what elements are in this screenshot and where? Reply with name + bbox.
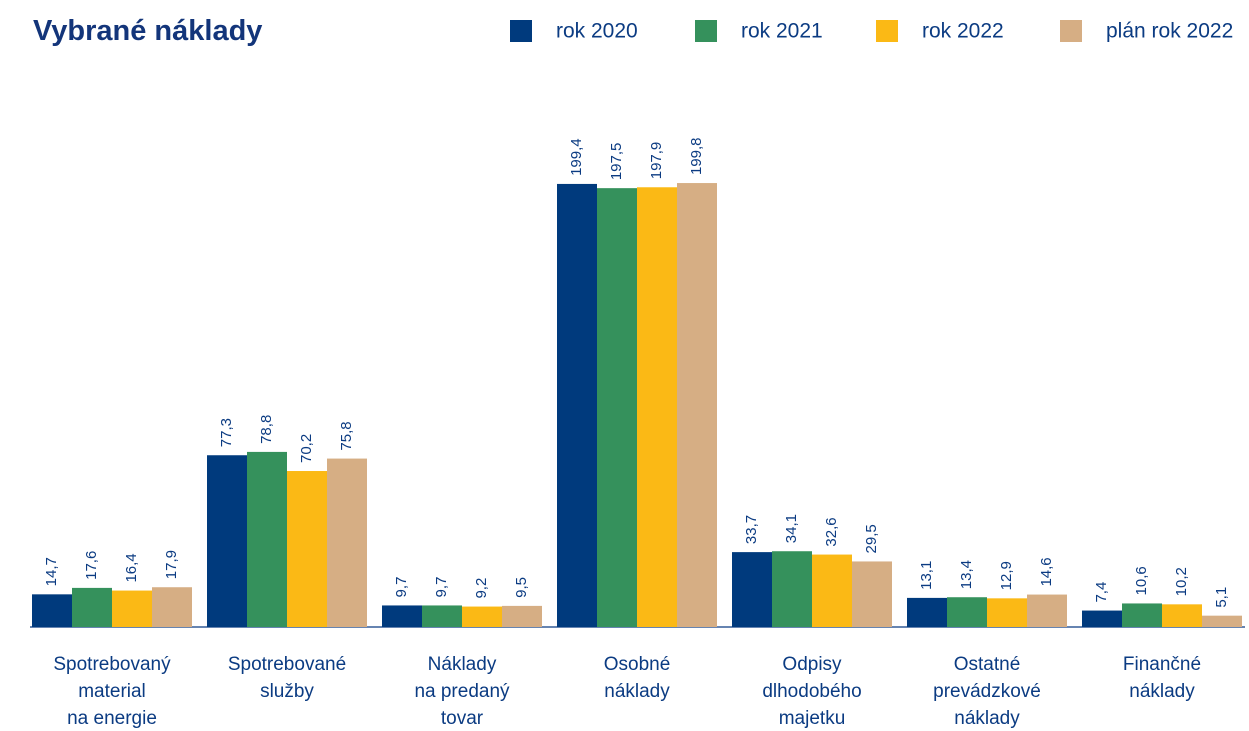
value-label: 7,4 [1093,582,1110,603]
value-label: 9,2 [473,578,490,599]
bar [987,598,1027,627]
value-label: 13,1 [918,561,935,590]
x-tick-label: Náklady [428,654,497,675]
x-tick-label: Ostatné [954,654,1021,675]
x-tick-label: Odpisy [782,654,842,675]
x-tick-label: dlhodobého [762,681,861,702]
value-label: 77,3 [218,418,235,447]
bar [597,188,637,627]
value-label: 29,5 [863,524,880,553]
bar [382,605,422,627]
value-label: 199,8 [688,137,705,175]
bar [1162,604,1202,627]
value-label: 10,6 [1133,566,1150,595]
value-label: 75,8 [338,421,355,450]
value-label: 78,8 [258,415,275,444]
bar [637,187,677,627]
legend-label: plán rok 2022 [1106,20,1233,43]
bar [907,597,947,627]
x-tick-label: Spotrebovaný [53,654,171,675]
bar [247,451,287,627]
bar [422,605,462,627]
x-tick-label: na predaný [414,681,510,702]
legend-label: rok 2020 [556,20,638,43]
x-tick-label: služby [260,681,314,702]
x-tick-label: majetku [779,708,846,729]
x-tick-label: náklady [954,708,1020,729]
value-label: 9,7 [433,577,450,598]
chart-title: Vybrané náklady [33,15,262,47]
bar [947,597,987,627]
value-label: 197,9 [648,142,665,180]
bar [1202,615,1242,627]
x-tick-label: material [78,681,146,702]
bar [207,455,247,627]
value-label: 32,6 [823,517,840,546]
bar [677,183,717,627]
value-label: 5,1 [1213,587,1230,608]
legend-label: rok 2022 [922,20,1004,43]
x-tick-label: Osobné [604,654,671,675]
value-label: 12,9 [998,561,1015,590]
x-tick-label: náklady [1129,681,1195,702]
x-tick-label: na energie [67,708,157,729]
value-label: 10,2 [1173,567,1190,596]
value-label: 199,4 [568,138,585,176]
value-label: 9,7 [393,577,410,598]
value-label: 14,7 [43,557,60,586]
bar [852,561,892,627]
value-label: 13,4 [958,560,975,589]
bar [327,458,367,627]
value-label: 16,4 [123,553,140,582]
bar [112,590,152,627]
value-label: 17,6 [83,551,100,580]
x-tick-label: prevádzkové [933,681,1041,702]
bar [152,587,192,627]
value-label: 34,1 [783,514,800,543]
legend-swatch [876,20,898,42]
x-tick-label: Finančné [1123,654,1201,675]
bar [32,594,72,627]
value-label: 70,2 [298,434,315,463]
bar [502,605,542,627]
value-label: 33,7 [743,515,760,544]
legend-swatch [1060,20,1082,42]
bar [772,551,812,627]
legend-swatch [510,20,532,42]
x-tick-label: tovar [441,708,484,729]
bar [287,471,327,627]
value-label: 9,5 [513,577,530,598]
bar [1027,594,1067,627]
legend-swatch [695,20,717,42]
bar [732,552,772,627]
bar [462,606,502,627]
legend-label: rok 2021 [741,20,823,43]
bar [1122,603,1162,627]
bar [72,587,112,627]
x-tick-label: náklady [604,681,670,702]
x-tick-label: Spotrebované [228,654,346,675]
value-label: 14,6 [1038,557,1055,586]
bar [812,554,852,627]
value-label: 17,9 [163,550,180,579]
value-label: 197,5 [608,143,625,181]
bar [557,183,597,627]
bar [1082,610,1122,627]
